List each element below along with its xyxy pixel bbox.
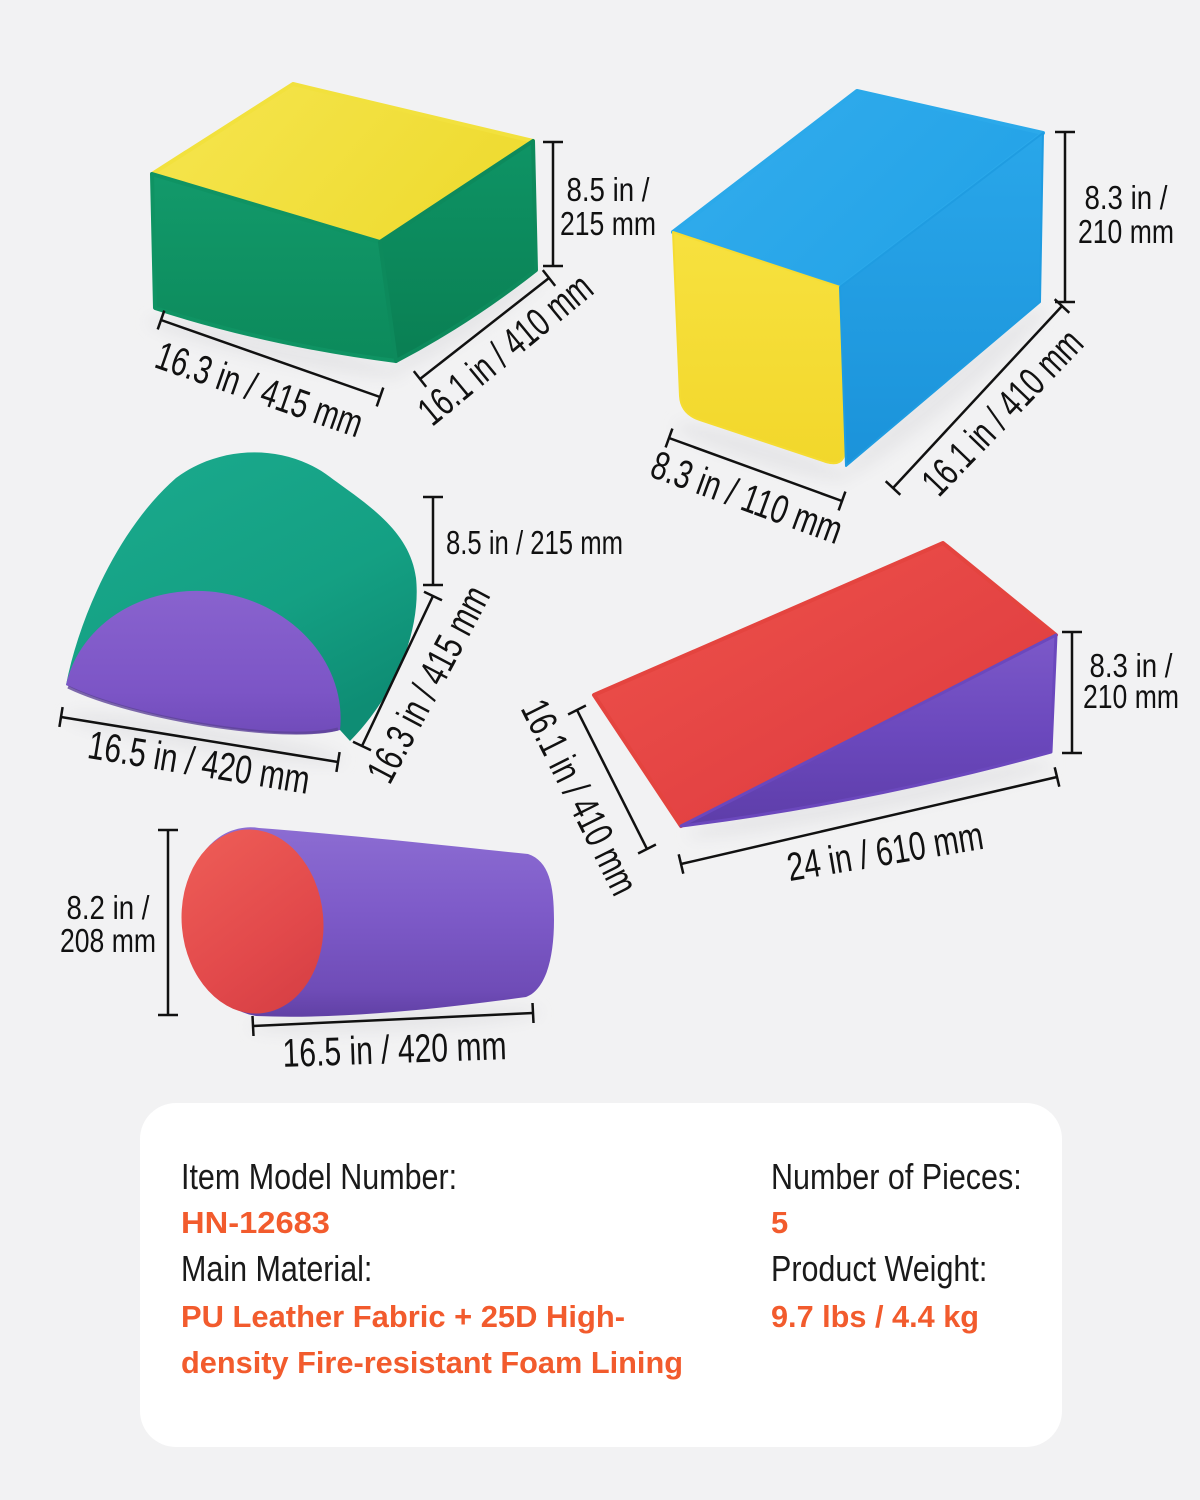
svg-text:210 mm: 210 mm (1078, 213, 1174, 250)
svg-text:8.2 in /: 8.2 in / (67, 889, 151, 926)
svg-text:210 mm: 210 mm (1083, 678, 1179, 715)
svg-text:208 mm: 208 mm (60, 922, 156, 959)
svg-text:density Fire-resistant Foam Li: density Fire-resistant Foam Lining (181, 1345, 683, 1380)
svg-text:Number of Pieces:: Number of Pieces: (771, 1156, 1022, 1197)
svg-text:HN-12683: HN-12683 (181, 1205, 330, 1240)
svg-text:8.3 in /: 8.3 in / (1090, 647, 1174, 684)
svg-text:8.5 in / 215 mm: 8.5 in / 215 mm (446, 524, 623, 561)
svg-text:5: 5 (771, 1205, 788, 1240)
svg-text:PU Leather Fabric + 25D High-: PU Leather Fabric + 25D High- (181, 1299, 625, 1334)
svg-text:8.3 in /: 8.3 in / (1085, 179, 1169, 216)
svg-text:8.5 in /: 8.5 in / (567, 171, 651, 208)
svg-text:215 mm: 215 mm (560, 205, 656, 242)
svg-text:Product Weight:: Product Weight: (771, 1248, 987, 1289)
svg-text:Main Material:: Main Material: (181, 1248, 372, 1289)
svg-text:9.7 lbs / 4.4 kg: 9.7 lbs / 4.4 kg (771, 1299, 979, 1334)
svg-text:16.5 in / 420 mm: 16.5 in / 420 mm (282, 1024, 507, 1076)
svg-text:Item Model Number:: Item Model Number: (181, 1156, 457, 1197)
